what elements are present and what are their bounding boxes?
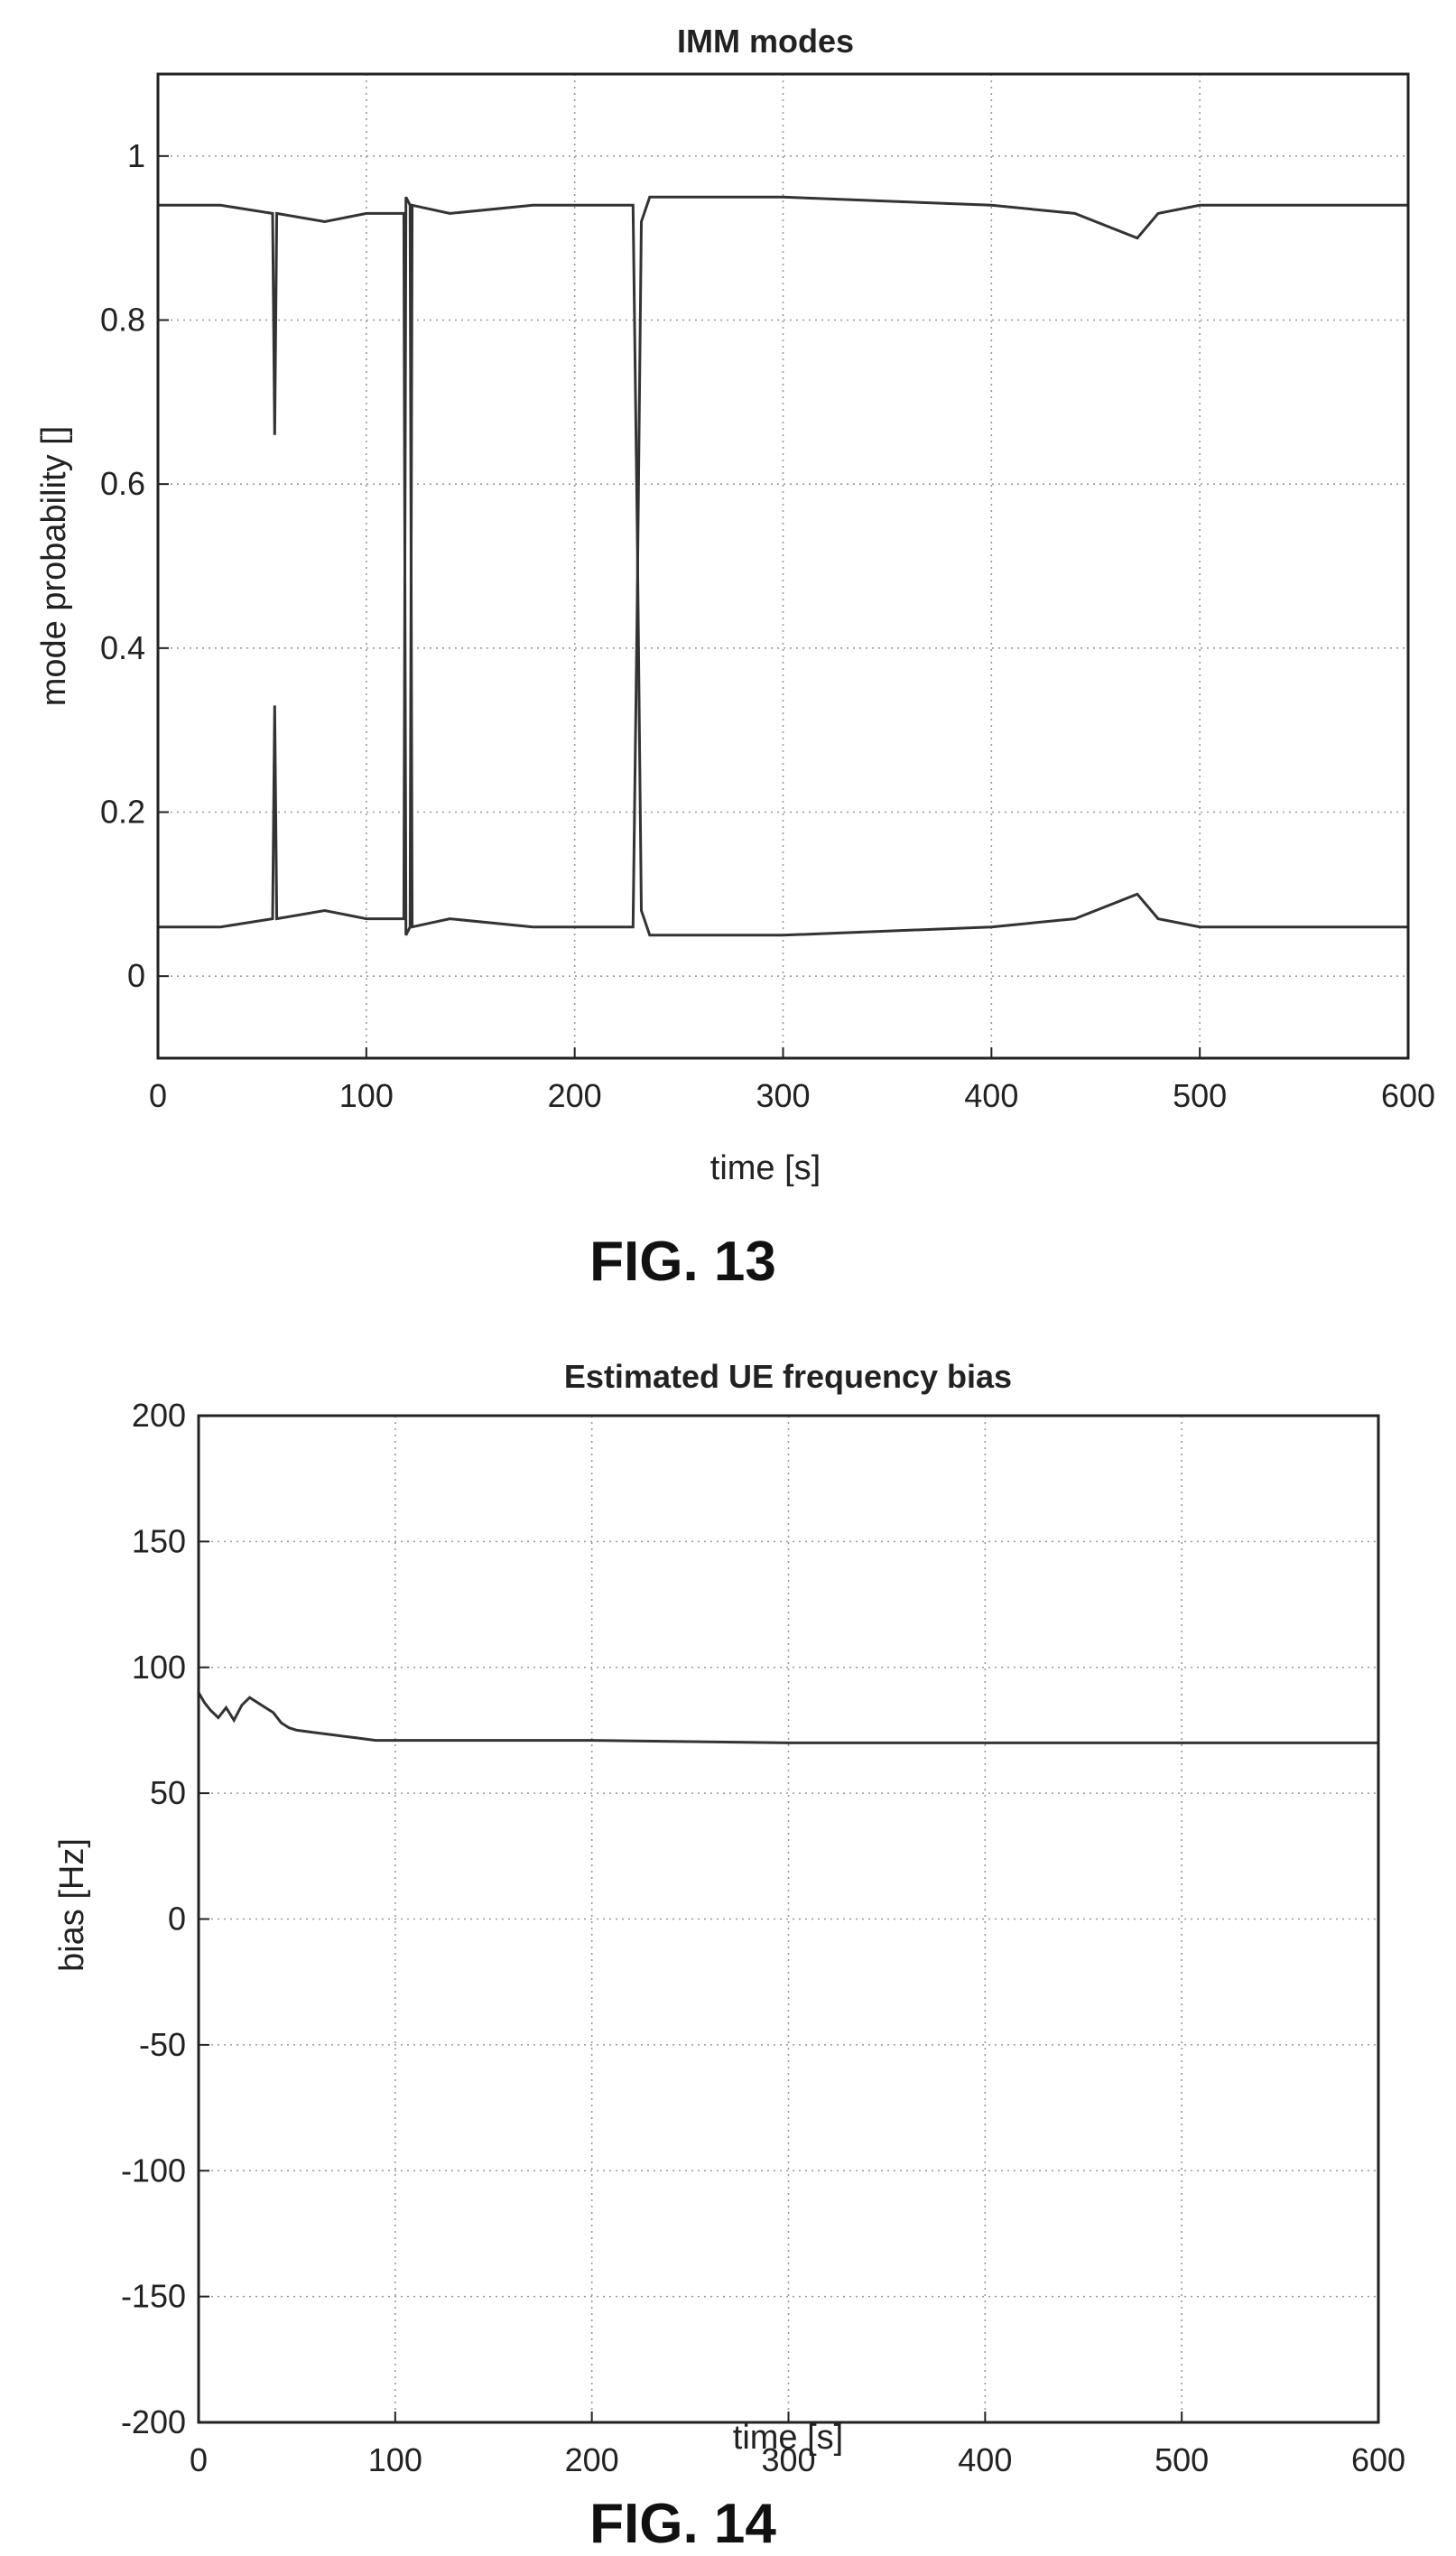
fig13-ytick-label: 0.6 (100, 465, 145, 502)
fig14-xtick-label: 400 (958, 2441, 1012, 2478)
fig13-title: IMM modes (677, 23, 854, 60)
fig14-caption: FIG. 14 (589, 2493, 776, 2555)
fig13-chart: IMM modes 0 100 200 300 400 500 600 0 0.2 0.4 0.6… (35, 23, 1435, 1187)
fig14-ytick-label: 50 (150, 1774, 186, 1811)
fig13-series-group (158, 195, 1408, 937)
fig13-xtick-label: 500 (1173, 1077, 1227, 1114)
fig13-plot-frame (156, 72, 1410, 1060)
fig13-ytick-label: 0.4 (100, 629, 145, 666)
fig14-ytick-label: -150 (121, 2278, 186, 2315)
fig14-y-ticks: -200 -150 -100 -50 0 50 100 150 200 (121, 1397, 209, 2440)
fig13-gridlines (157, 74, 1409, 1058)
fig14-y-axis-label: bias [Hz] (53, 1838, 91, 1972)
fig13-series-0-line (158, 203, 1408, 937)
fig13-xtick-label: 0 (149, 1077, 167, 1114)
fig13-x-ticks: 0 100 200 300 400 500 600 (149, 1047, 1435, 1114)
fig14-title: Estimated UE frequency bias (564, 1358, 1012, 1395)
fig14-ytick-label: 200 (132, 1397, 186, 1434)
fig13-xtick-label: 100 (339, 1077, 394, 1114)
fig14-x-ticks: 0 100 200 300 400 500 600 (190, 2412, 1405, 2478)
fig14-xtick-label: 300 (761, 2441, 815, 2478)
fig14-ytick-label: 150 (132, 1522, 186, 1559)
fig14-xtick-label: 500 (1155, 2441, 1209, 2478)
fig14-ytick-label: 100 (132, 1649, 186, 1686)
fig14-ytick-label: -50 (139, 2026, 186, 2063)
fig13-ytick-label: 0.2 (100, 794, 145, 831)
fig14-xtick-label: 0 (190, 2441, 208, 2478)
fig14-series-0-line (197, 1691, 1378, 1744)
fig14-xtick-label: 600 (1351, 2441, 1405, 2478)
fig14-ytick-label: -200 (121, 2403, 186, 2440)
fig13-y-axis-label: mode probability [] (35, 426, 73, 707)
fig13-series-1-line (158, 195, 1408, 929)
fig14-xtick-label: 100 (368, 2441, 422, 2478)
fig14-x-axis-label: time [s] (733, 2419, 843, 2457)
fig13-xtick-label: 400 (964, 1077, 1018, 1114)
fig13-ytick-label: 0 (127, 957, 145, 994)
fig13-x-axis-label: time [s] (710, 1149, 821, 1187)
fig14-chart: Estimated UE frequency bias 0 100 200 300 40… (53, 1358, 1405, 2478)
fig13-xtick-label: 300 (756, 1077, 810, 1114)
fig13-ytick-label: 0.8 (100, 302, 145, 339)
fig14-gridlines (198, 1415, 1379, 2423)
fig13-y-ticks: 0 0.2 0.4 0.6 0.8 1 (100, 137, 169, 994)
fig14-ytick-label: -100 (121, 2152, 186, 2189)
fig14-ytick-label: 0 (168, 1901, 186, 1938)
fig13-xtick-label: 600 (1381, 1077, 1435, 1114)
fig13-xtick-label: 200 (548, 1077, 602, 1114)
fig14-xtick-label: 200 (565, 2441, 619, 2478)
fig14-series-group (197, 1691, 1378, 1744)
fig13-ytick-label: 1 (127, 137, 145, 174)
fig13-caption: FIG. 13 (589, 1231, 776, 1293)
